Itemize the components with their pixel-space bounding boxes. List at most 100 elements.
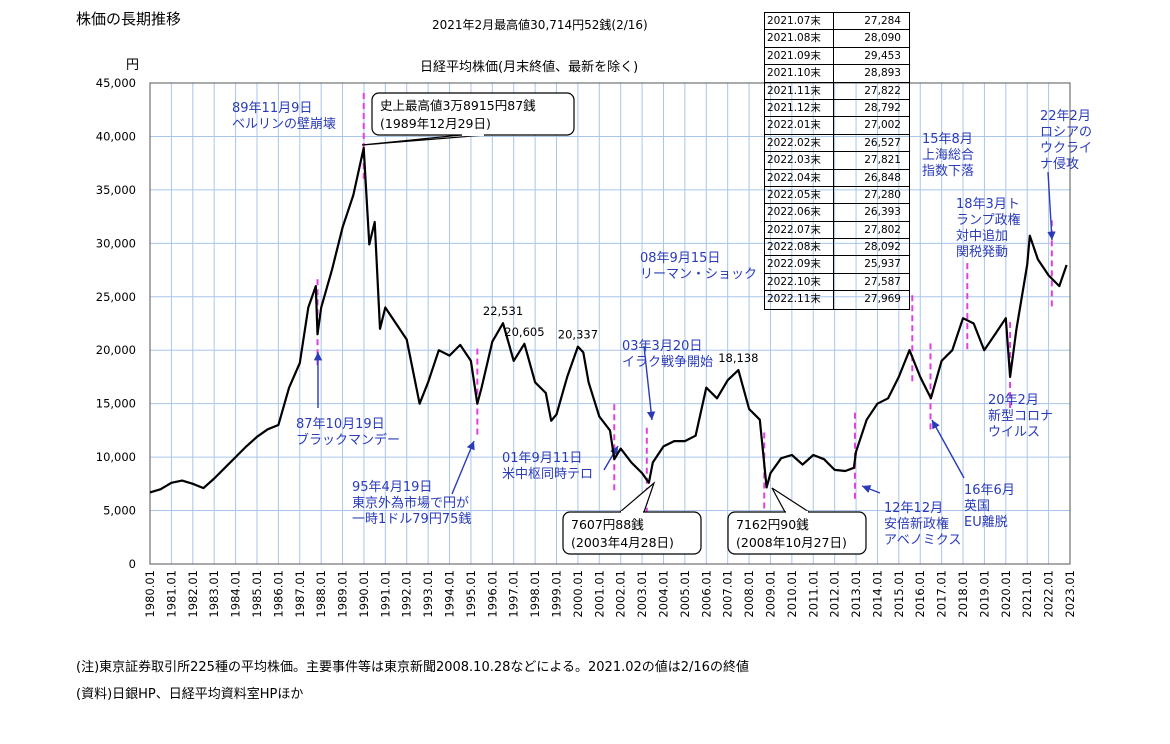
annotation-11-line-2: ウクライ	[1040, 141, 1092, 156]
x-tick-label-1981.01: 1981.01	[164, 570, 178, 618]
table-cell-month: 2022.09末	[765, 256, 834, 273]
table-cell-value: 28,090	[864, 32, 901, 45]
table-cell-value: 25,937	[864, 258, 901, 271]
table-cell-month: 2022.05末	[765, 186, 834, 204]
annotation-3: 01年9月11日米中枢同時テロ	[502, 451, 593, 482]
y-tick-label-5: 25,000	[96, 290, 136, 304]
table-row: 2022.09末 25,937	[765, 256, 909, 274]
callout-date-2: (2008年10月27日)	[736, 535, 847, 550]
y-tick-label-6: 30,000	[96, 236, 136, 250]
peak-label-1: 20,605	[504, 325, 544, 339]
annotation-5-line-1: リーマン・ショック	[640, 267, 757, 282]
series-line-nikkei	[149, 146, 1068, 494]
plot-border	[149, 82, 1071, 565]
x-tick-label-1991.01: 1991.01	[378, 570, 392, 618]
x-tick-label-1985.01: 1985.01	[250, 570, 264, 618]
annotation-2-line-1: 東京外為市場で円が	[352, 495, 469, 511]
table-row: 2022.10末 27,587	[765, 273, 909, 292]
x-tick-label-2016.01: 2016.01	[913, 570, 927, 618]
y-axis: 円 0 5,000 10,000 15,000 20,000 25,000 30,000 35…	[96, 58, 139, 571]
note-text: (注)東京証券取引所225種の平均株価。主要事件等は東京新聞2008.10.28…	[76, 660, 749, 675]
annotation-7-line-0: 15年8月	[922, 132, 973, 147]
x-tick-label-2012.01: 2012.01	[828, 570, 842, 618]
x-tick-label-1995.01: 1995.01	[464, 570, 478, 618]
x-tick-label-1999.01: 1999.01	[550, 570, 564, 618]
x-tick-label-1992.01: 1992.01	[400, 570, 414, 618]
table-cell-month: 2021.09末	[765, 47, 834, 65]
callout-date-0: (1989年12月29日)	[380, 116, 491, 131]
annotation-10-line-1: 新型コロナ	[988, 408, 1053, 424]
annotation-6-line-0: 12年12月	[884, 501, 943, 516]
y-tick-label-4: 20,000	[96, 343, 136, 357]
table-cell-month: 2022.02末	[765, 134, 834, 152]
x-tick-label-2018.01: 2018.01	[956, 570, 970, 618]
x-tick-label-1982.01: 1982.01	[186, 570, 200, 618]
annotation-10-line-2: ウイルス	[988, 425, 1040, 440]
x-tick-label-2009.01: 2009.01	[763, 570, 777, 618]
x-tick-label-1997.01: 1997.01	[507, 570, 521, 618]
table-cell-value: 27,969	[864, 293, 901, 306]
annotation-9-line-1: ランプ政権	[956, 212, 1021, 228]
y-tick-label-8: 40,000	[96, 129, 136, 143]
callout-title-1: 7607円88銭	[571, 517, 644, 532]
subtitle-high: 2021年2月最高値30,714円52銭(2/16)	[432, 18, 648, 32]
table-row: 2021.11末 27,822	[765, 82, 909, 100]
table-cell-month: 2022.11末	[765, 291, 834, 309]
annotation-9-line-0: 18年3月ト	[956, 197, 1020, 212]
x-tick-label-2014.01: 2014.01	[870, 570, 884, 618]
x-tick-label-2003.01: 2003.01	[635, 570, 649, 618]
annotation-7: 15年8月上海総合指数下落	[922, 132, 974, 179]
x-axis: 1980.01 1981.01 1982.01 1983.01 1984.01 1985.…	[143, 570, 1077, 618]
x-tick-label-1996.01: 1996.01	[485, 570, 499, 618]
annotation-10: 20年2月新型コロナウイルス	[988, 393, 1053, 440]
annotation-arrows	[313, 171, 1056, 495]
annotation-6-line-2: アベノミクス	[884, 533, 961, 548]
table-cell-value: 27,802	[864, 223, 901, 236]
table-row: 2022.08末 28,092	[765, 239, 909, 257]
annotation-2: 95年4月19日東京外為市場で円が一時1ドル79円75銭	[352, 480, 471, 527]
table-cell-value: 28,893	[864, 67, 901, 80]
peak-labels: 22,531 20,605 20,337 18,138	[483, 304, 759, 365]
annotation-11-line-3: ナ侵攻	[1040, 156, 1079, 172]
table-cell-value: 27,284	[864, 15, 901, 27]
table-row: 2022.02末 26,527	[765, 134, 909, 153]
x-tick-label-2002.01: 2002.01	[614, 570, 628, 618]
annotations: 89年11月9日ベルリンの壁崩壊 87年10月19日ブラックマンデー 95年4月19…	[232, 101, 1092, 548]
table-cell-month: 2021.07末	[765, 13, 834, 30]
table-cell-month: 2021.08末	[765, 30, 834, 47]
x-tick-label-1994.01: 1994.01	[443, 570, 457, 618]
annotation-9: 18年3月トランプ政権対中追加関税発動	[956, 197, 1021, 260]
annotation-10-line-0: 20年2月	[988, 393, 1039, 408]
table-cell-value: 28,092	[864, 241, 901, 254]
annotation-4: 03年3月20日イラク戦争開始	[622, 339, 713, 370]
table-cell-value: 27,280	[864, 188, 901, 201]
x-tick-label-1998.01: 1998.01	[528, 570, 542, 618]
x-tick-label-2019.01: 2019.01	[977, 570, 991, 618]
annotation-arrow-3	[643, 345, 656, 421]
x-tick-label-2004.01: 2004.01	[656, 570, 670, 618]
x-tick-label-2020.01: 2020.01	[999, 570, 1013, 618]
x-tick-label-1980.01: 1980.01	[143, 570, 157, 618]
x-tick-label-2006.01: 2006.01	[699, 570, 713, 618]
annotation-8-line-0: 16年6月	[964, 483, 1015, 498]
table-cell-value: 27,002	[864, 119, 901, 132]
x-tick-label-2017.01: 2017.01	[935, 570, 949, 618]
x-tick-label-1984.01: 1984.01	[229, 570, 243, 618]
table-cell-month: 2022.03末	[765, 152, 834, 169]
table-cell-value: 29,453	[864, 49, 901, 62]
table-row: 2021.07末 27,284	[765, 13, 909, 31]
annotation-1: 87年10月19日ブラックマンデー	[296, 417, 400, 448]
y-tick-label-7: 35,000	[96, 183, 136, 197]
y-tick-label-2: 10,000	[96, 450, 136, 464]
callout-title-2: 7162円90銭	[736, 517, 809, 532]
table-cell-value: 26,527	[864, 136, 901, 149]
annotation-8: 16年6月英国 EU離脱	[964, 483, 1015, 530]
table-cell-month: 2022.04末	[765, 169, 834, 186]
annotation-arrow-4	[861, 485, 881, 494]
table-row: 2021.10末 28,893	[765, 65, 909, 83]
annotation-11: 22年2月ロシアのウクライナ侵攻	[1040, 109, 1092, 172]
callouts: 史上最高値3万8915円87銭 (1989年12月29日) 7607円88銭 (200…	[361, 92, 867, 555]
peak-label-3: 18,138	[718, 351, 758, 365]
x-tick-label-2013.01: 2013.01	[849, 570, 863, 618]
